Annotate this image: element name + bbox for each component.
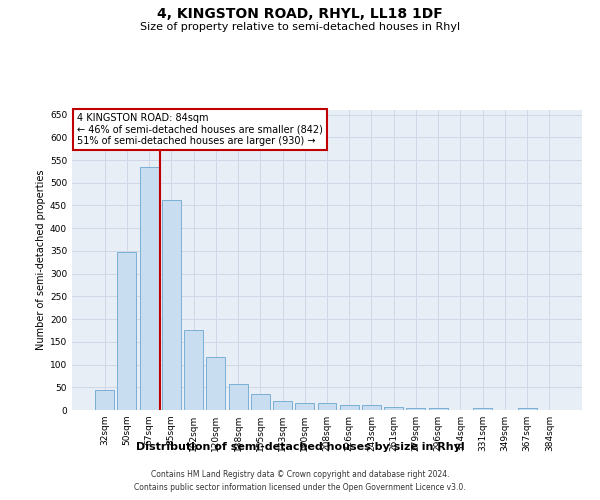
Bar bbox=[140, 167, 158, 410]
Bar bbox=[473, 408, 492, 410]
Bar bbox=[362, 406, 381, 410]
Text: Distribution of semi-detached houses by size in Rhyl: Distribution of semi-detached houses by … bbox=[136, 442, 464, 452]
Y-axis label: Number of semi-detached properties: Number of semi-detached properties bbox=[36, 170, 46, 350]
Bar bbox=[295, 403, 314, 410]
Bar bbox=[95, 390, 114, 410]
Bar bbox=[251, 394, 270, 410]
Bar bbox=[184, 330, 203, 410]
Bar bbox=[162, 200, 181, 410]
Text: Size of property relative to semi-detached houses in Rhyl: Size of property relative to semi-detach… bbox=[140, 22, 460, 32]
Bar bbox=[229, 384, 248, 410]
Text: 4 KINGSTON ROAD: 84sqm
← 46% of semi-detached houses are smaller (842)
51% of se: 4 KINGSTON ROAD: 84sqm ← 46% of semi-det… bbox=[77, 113, 323, 146]
Text: Contains public sector information licensed under the Open Government Licence v3: Contains public sector information licen… bbox=[134, 482, 466, 492]
Bar bbox=[317, 403, 337, 410]
Bar bbox=[340, 406, 359, 410]
Bar bbox=[273, 401, 292, 410]
Bar bbox=[118, 252, 136, 410]
Text: Contains HM Land Registry data © Crown copyright and database right 2024.: Contains HM Land Registry data © Crown c… bbox=[151, 470, 449, 479]
Bar bbox=[384, 407, 403, 410]
Bar bbox=[518, 408, 536, 410]
Text: 4, KINGSTON ROAD, RHYL, LL18 1DF: 4, KINGSTON ROAD, RHYL, LL18 1DF bbox=[157, 8, 443, 22]
Bar bbox=[429, 408, 448, 410]
Bar bbox=[206, 358, 225, 410]
Bar bbox=[406, 408, 425, 410]
